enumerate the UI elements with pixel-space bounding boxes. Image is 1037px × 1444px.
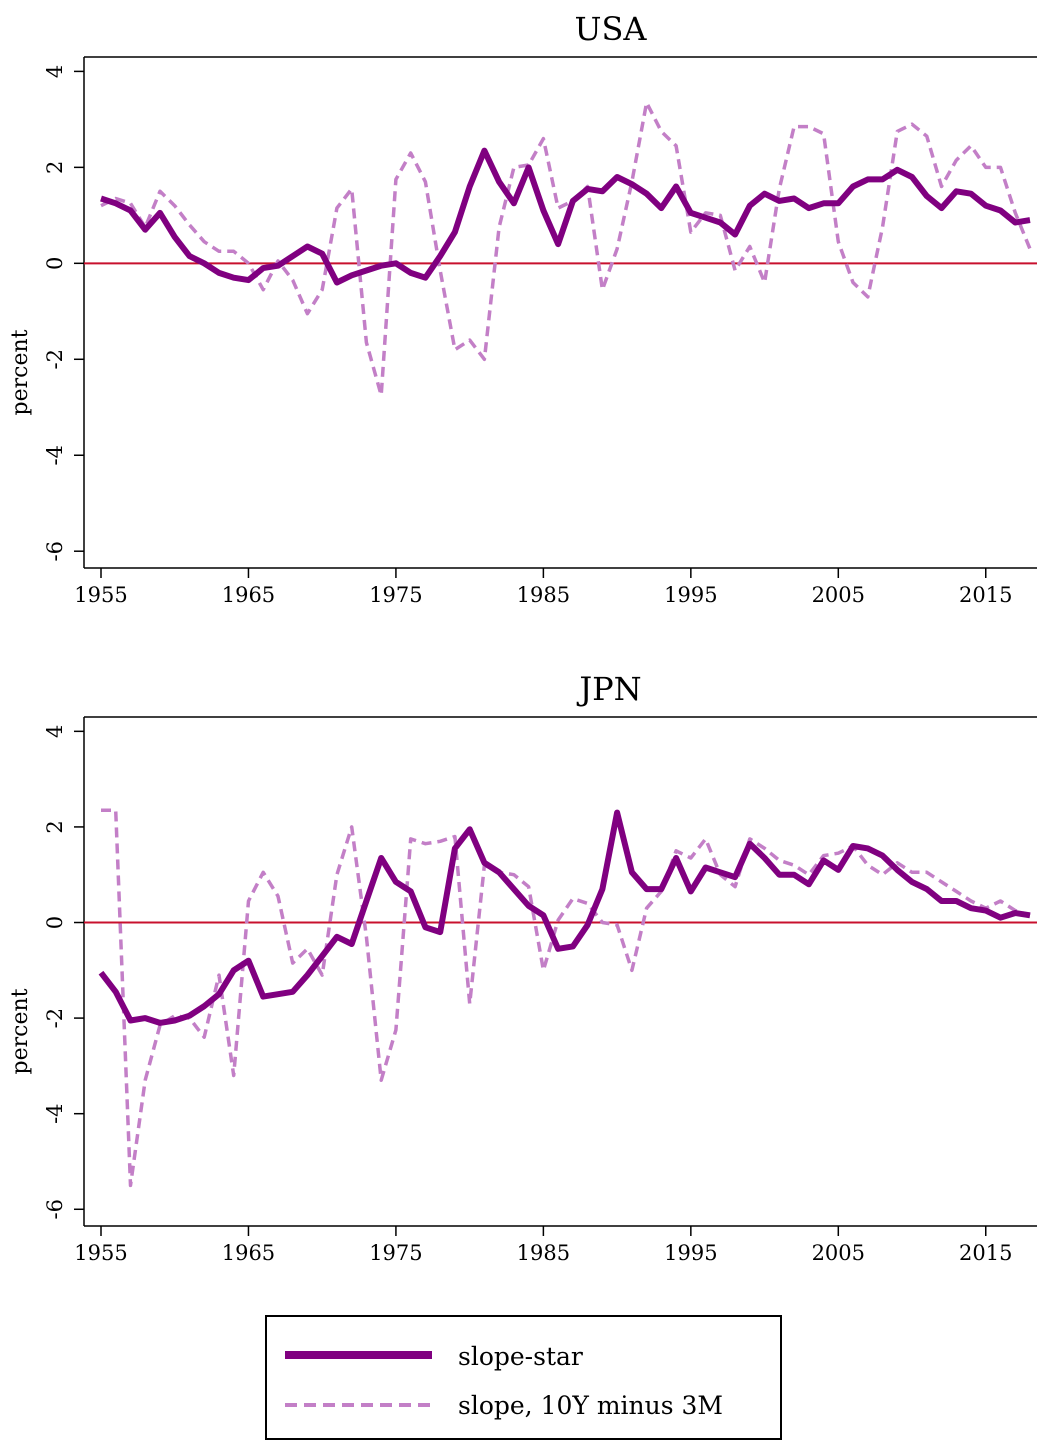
series-line-slope-10y-minus-3m-jpn xyxy=(101,808,1031,1188)
y-tick-label: 2 xyxy=(43,161,67,174)
panel-jpn: JPN -6 -4 -2 0 2 4 percent 1955 1965 1975 1985 1995 2… xyxy=(8,670,1037,1265)
panel-usa: USA -6 -4 -2 0 2 4 percent 1955 1965 1975 1985 1995 2… xyxy=(8,10,1037,607)
chart-title-usa: USA xyxy=(575,10,648,48)
y-tick-label: -6 xyxy=(43,541,67,561)
x-tick-label: 1955 xyxy=(74,1241,127,1265)
y-tick-label: 2 xyxy=(43,820,67,833)
y-tick-label: -4 xyxy=(43,445,67,465)
y-tick-label: 4 xyxy=(43,65,67,78)
x-tick-label: 2005 xyxy=(812,1241,865,1265)
y-tick-label: 4 xyxy=(43,725,67,738)
x-tick-label: 1975 xyxy=(369,583,422,607)
y-tick-label: -2 xyxy=(43,349,67,369)
y-tick-label: -4 xyxy=(43,1103,67,1123)
legend-label-slope-10y-minus-3m: slope, 10Y minus 3M xyxy=(458,1391,723,1420)
x-tick-label: 1965 xyxy=(222,1241,275,1265)
y-axis-label: percent xyxy=(8,988,33,1074)
y-axis-label: percent xyxy=(8,329,33,415)
legend: slope-star slope, 10Y minus 3M xyxy=(265,1315,782,1440)
x-tick-label: 1985 xyxy=(517,583,570,607)
y-tick-label: 0 xyxy=(43,916,67,929)
y-tick-label: -2 xyxy=(43,1008,67,1028)
series-line-slope-star-jpn xyxy=(98,809,1031,1026)
legend-label-slope-star: slope-star xyxy=(458,1342,583,1371)
x-tick-label: 2015 xyxy=(959,1241,1012,1265)
x-tick-label: 2015 xyxy=(959,583,1012,607)
legend-box xyxy=(265,1315,782,1440)
y-tick-label: 0 xyxy=(43,257,67,270)
x-tick-label: 1995 xyxy=(664,1241,717,1265)
y-tick-label: -6 xyxy=(43,1199,67,1219)
series-line-slope-10y-minus-3m-usa xyxy=(100,100,1032,398)
x-tick-label: 2005 xyxy=(812,583,865,607)
x-tick-label: 1965 xyxy=(222,583,275,607)
series-line-slope-star-usa xyxy=(100,147,1031,286)
chart-title-jpn: JPN xyxy=(576,670,641,708)
x-tick-label: 1975 xyxy=(369,1241,422,1265)
x-tick-label: 1995 xyxy=(664,583,717,607)
x-tick-label: 1985 xyxy=(517,1241,570,1265)
x-tick-label: 1955 xyxy=(74,583,127,607)
